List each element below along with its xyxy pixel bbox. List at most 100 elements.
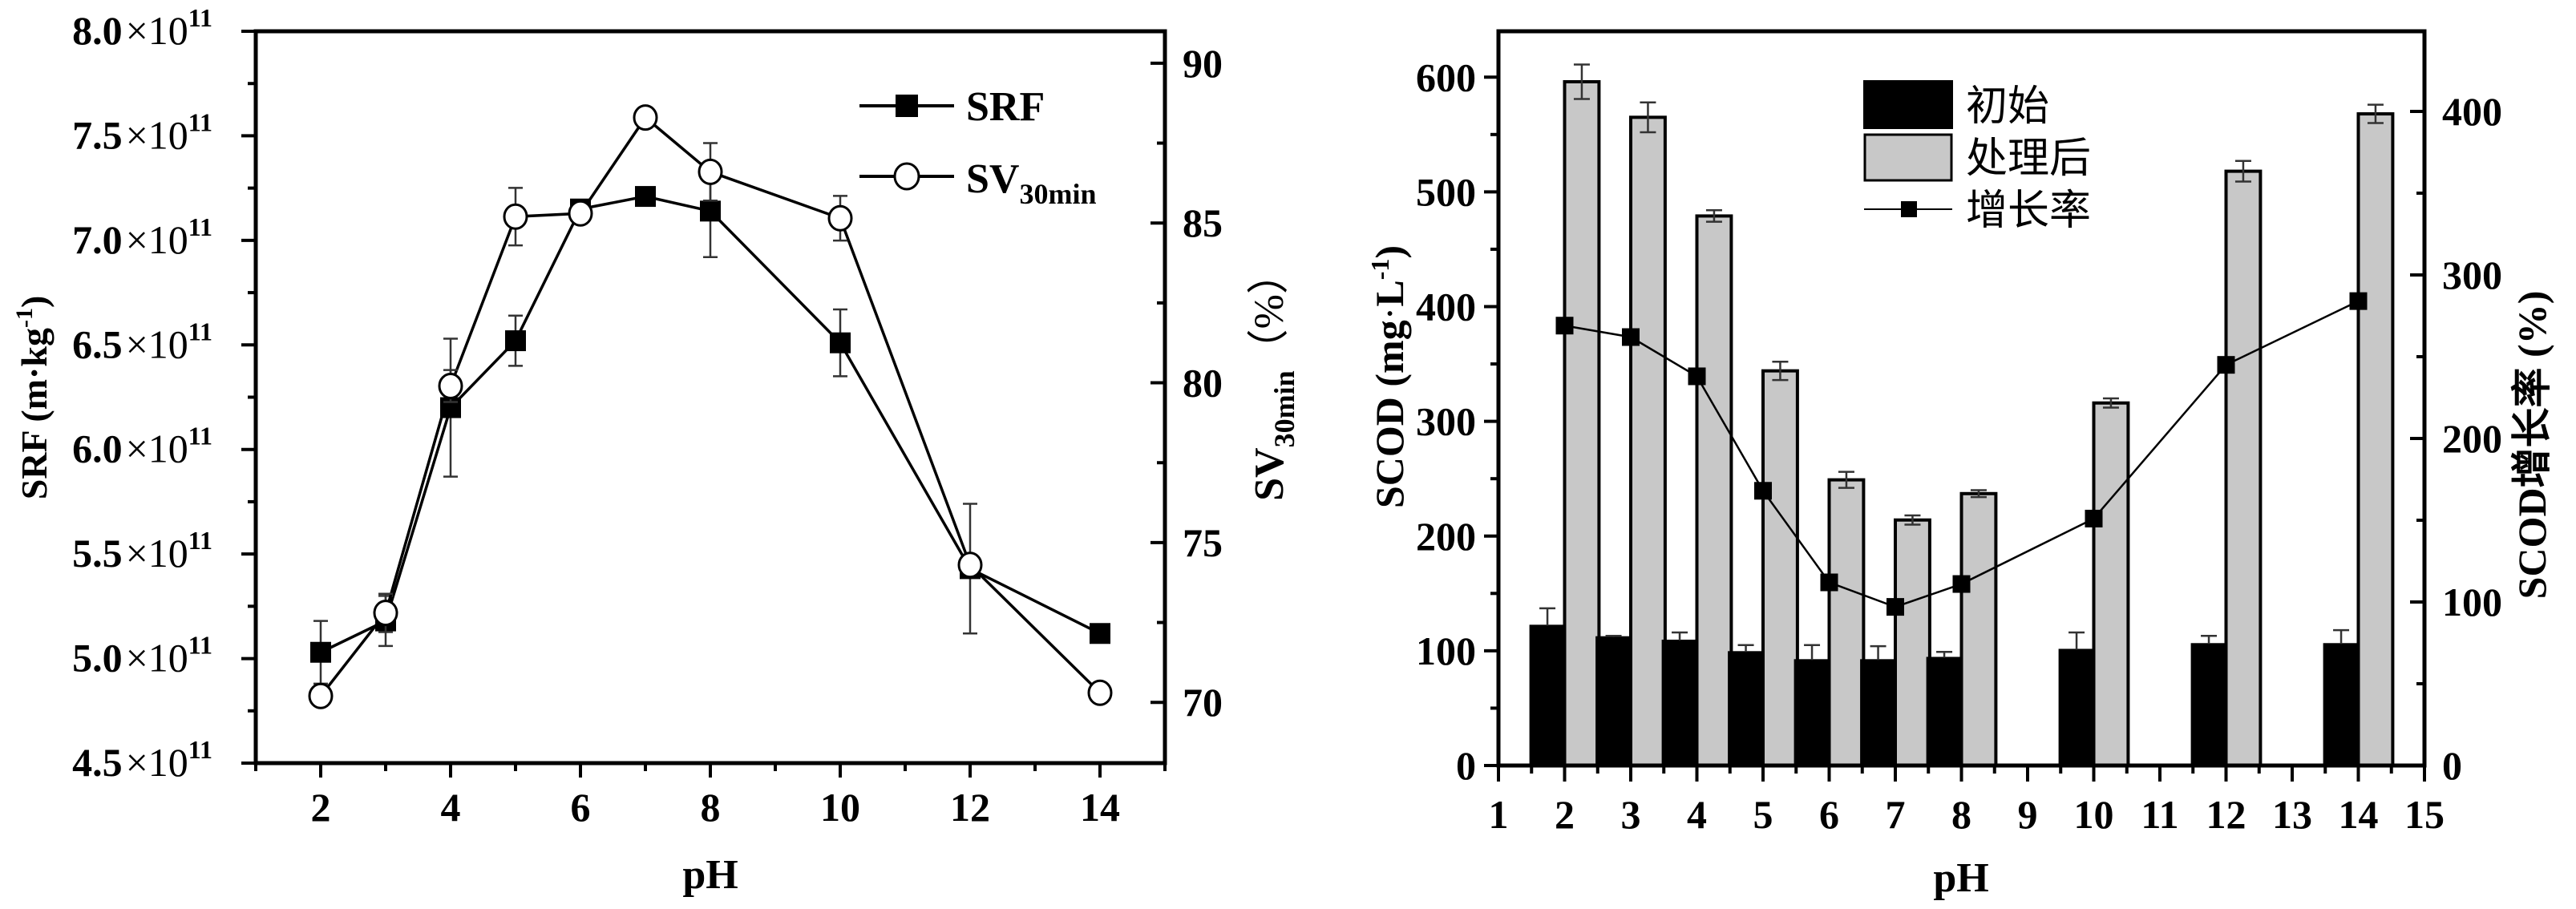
y-tick-exponent: 11: [188, 526, 212, 555]
data-point-growth: [1622, 328, 1640, 346]
x-tick-label: 2: [1555, 792, 1575, 837]
y-tick-label: 0: [1456, 743, 1476, 788]
y-tick-mantissa: 7.5: [72, 112, 123, 157]
legend-item-growth: 增长率: [1864, 187, 2091, 235]
y-tick-exponent: 11: [188, 107, 212, 136]
bar-treated: [1563, 79, 1601, 768]
data-point-sv30min: [957, 551, 983, 579]
left-y2-axis-ticks: 70 75 80 85 90: [1151, 41, 1223, 725]
svg-text:SV30min（%）: SV30min（%）: [1247, 252, 1300, 501]
legend-srf-marker: [896, 95, 918, 117]
x-tick-label: 12: [2206, 792, 2246, 837]
series-line: [320, 195, 1101, 654]
data-point-sv30min: [633, 104, 658, 131]
y2-tick-label: 200: [2442, 416, 2502, 461]
data-point-sv30min: [698, 158, 723, 185]
y-tick-exponent: 11: [188, 631, 212, 660]
left-y2-title-rest: （%）: [1247, 252, 1292, 370]
y-tick-label: 100: [1416, 628, 1476, 673]
right-growth-line: [1555, 292, 2368, 616]
series-sv30min: [308, 104, 1113, 709]
right-y-axis-ticks: 0 100 200 300 400 500 600: [1416, 55, 1498, 788]
y2-tick-label: 100: [2442, 580, 2502, 624]
y-tick-mantissa: 6.0: [72, 426, 123, 471]
data-point-srf: [830, 332, 851, 354]
bar-initial: [1595, 636, 1632, 767]
data-point-sv30min: [308, 682, 334, 709]
x-tick-label: 14: [1080, 785, 1120, 830]
y-tick-multiplier: ×10: [126, 217, 188, 262]
y-tick-label: 500: [1416, 169, 1476, 214]
right-x-axis-title: pH: [1933, 855, 1988, 901]
x-tick-label: 5: [1753, 792, 1773, 837]
legend-item-sv30min: SV30min: [859, 156, 1097, 210]
left-y-title-sup: -1: [11, 308, 38, 328]
y-tick-label: 400: [1416, 285, 1476, 329]
bar-initial: [1728, 651, 1765, 767]
bar-treated: [1761, 369, 1799, 767]
right-x-axis-ticks: 1 2 3 4 5 6 7 8 9 10 11 12 13 14 15: [1489, 766, 2445, 837]
bar-treated: [1695, 214, 1733, 767]
y2-tick-label: 85: [1183, 200, 1223, 245]
y-tick-exponent: 11: [188, 735, 212, 764]
data-point-srf: [1090, 623, 1110, 644]
legend-item-srf: SRF: [859, 84, 1045, 130]
y2-tick-label: 90: [1183, 41, 1223, 86]
y-tick-label: 5.0×1011: [72, 631, 212, 681]
bar-treated: [2092, 401, 2130, 767]
legend-srf-label: SRF: [966, 84, 1045, 130]
bar-initial: [1860, 659, 1897, 767]
x-tick-label: 12: [950, 785, 990, 830]
left-y-axis-title: SRF (m·kg-1): [11, 296, 55, 500]
right-y2-axis-title: SCOD增长率 (%): [2509, 291, 2554, 600]
y-tick-exponent: 11: [188, 3, 212, 32]
legend-growth-marker: [1901, 201, 1917, 217]
bar-treated: [1959, 491, 1998, 767]
y-tick-label: 200: [1416, 514, 1476, 559]
y-tick-exponent: 11: [188, 422, 212, 450]
x-tick-label: 4: [1687, 792, 1707, 837]
legend-sv-label: SV30min: [966, 156, 1097, 210]
legend-sv-label-sub: 30min: [1019, 178, 1096, 210]
left-series: [308, 104, 1113, 709]
x-tick-label: 10: [2074, 792, 2114, 837]
x-tick-label: 7: [1886, 792, 1906, 837]
data-point-srf: [700, 200, 721, 222]
y-tick-mantissa: 5.5: [72, 531, 123, 576]
svg-text:SCOD (mg·L-1): SCOD (mg·L-1): [1365, 245, 1412, 508]
bar-initial: [2323, 643, 2360, 766]
y-tick-label: 7.5×1011: [72, 107, 212, 157]
srf-sv-chart: 2 4 6 8 10 12 14 4.5×10115.0×10115.5×10116.0×1…: [11, 3, 1300, 898]
x-tick-label: 6: [571, 785, 591, 830]
left-y-title-main: SRF (m·kg: [14, 328, 55, 499]
x-tick-label: 13: [2272, 792, 2312, 837]
legend-treated-label: 处理后: [1966, 135, 2091, 183]
data-point-growth: [2349, 292, 2368, 310]
x-tick-label: 2: [311, 785, 331, 830]
y-tick-label: 7.0×1011: [72, 212, 212, 262]
y-tick-label: 6.5×1011: [72, 317, 212, 366]
y-tick-mantissa: 8.0: [72, 8, 123, 53]
right-y2-title: SCOD增长率 (%): [2509, 291, 2554, 600]
data-point-growth: [1887, 598, 1904, 616]
bar-initial: [2190, 643, 2227, 766]
bar-initial: [2058, 648, 2095, 766]
legend-sv-marker: [893, 162, 920, 191]
legend-initial-label: 初始: [1966, 83, 2049, 131]
right-y-title-sup: -1: [1365, 259, 1394, 281]
y-tick-exponent: 11: [188, 212, 212, 241]
y-tick-multiplier: ×10: [126, 531, 188, 576]
data-point-growth: [1555, 317, 1574, 335]
y-tick-multiplier: ×10: [126, 740, 188, 785]
y-tick-multiplier: ×10: [126, 112, 188, 157]
x-tick-label: 9: [2018, 792, 2038, 837]
legend-initial-swatch: [1863, 80, 1953, 129]
y-tick-multiplier: ×10: [126, 8, 188, 53]
right-y-title-close: ): [1367, 245, 1412, 259]
data-point-sv30min: [373, 600, 398, 627]
bar-initial: [1529, 624, 1566, 767]
legend-sv-label-main: SV: [966, 156, 1019, 202]
left-x-axis-ticks: 2 4 6 8 10 12 14: [254, 763, 1167, 830]
y2-tick-label: 400: [2442, 89, 2502, 134]
